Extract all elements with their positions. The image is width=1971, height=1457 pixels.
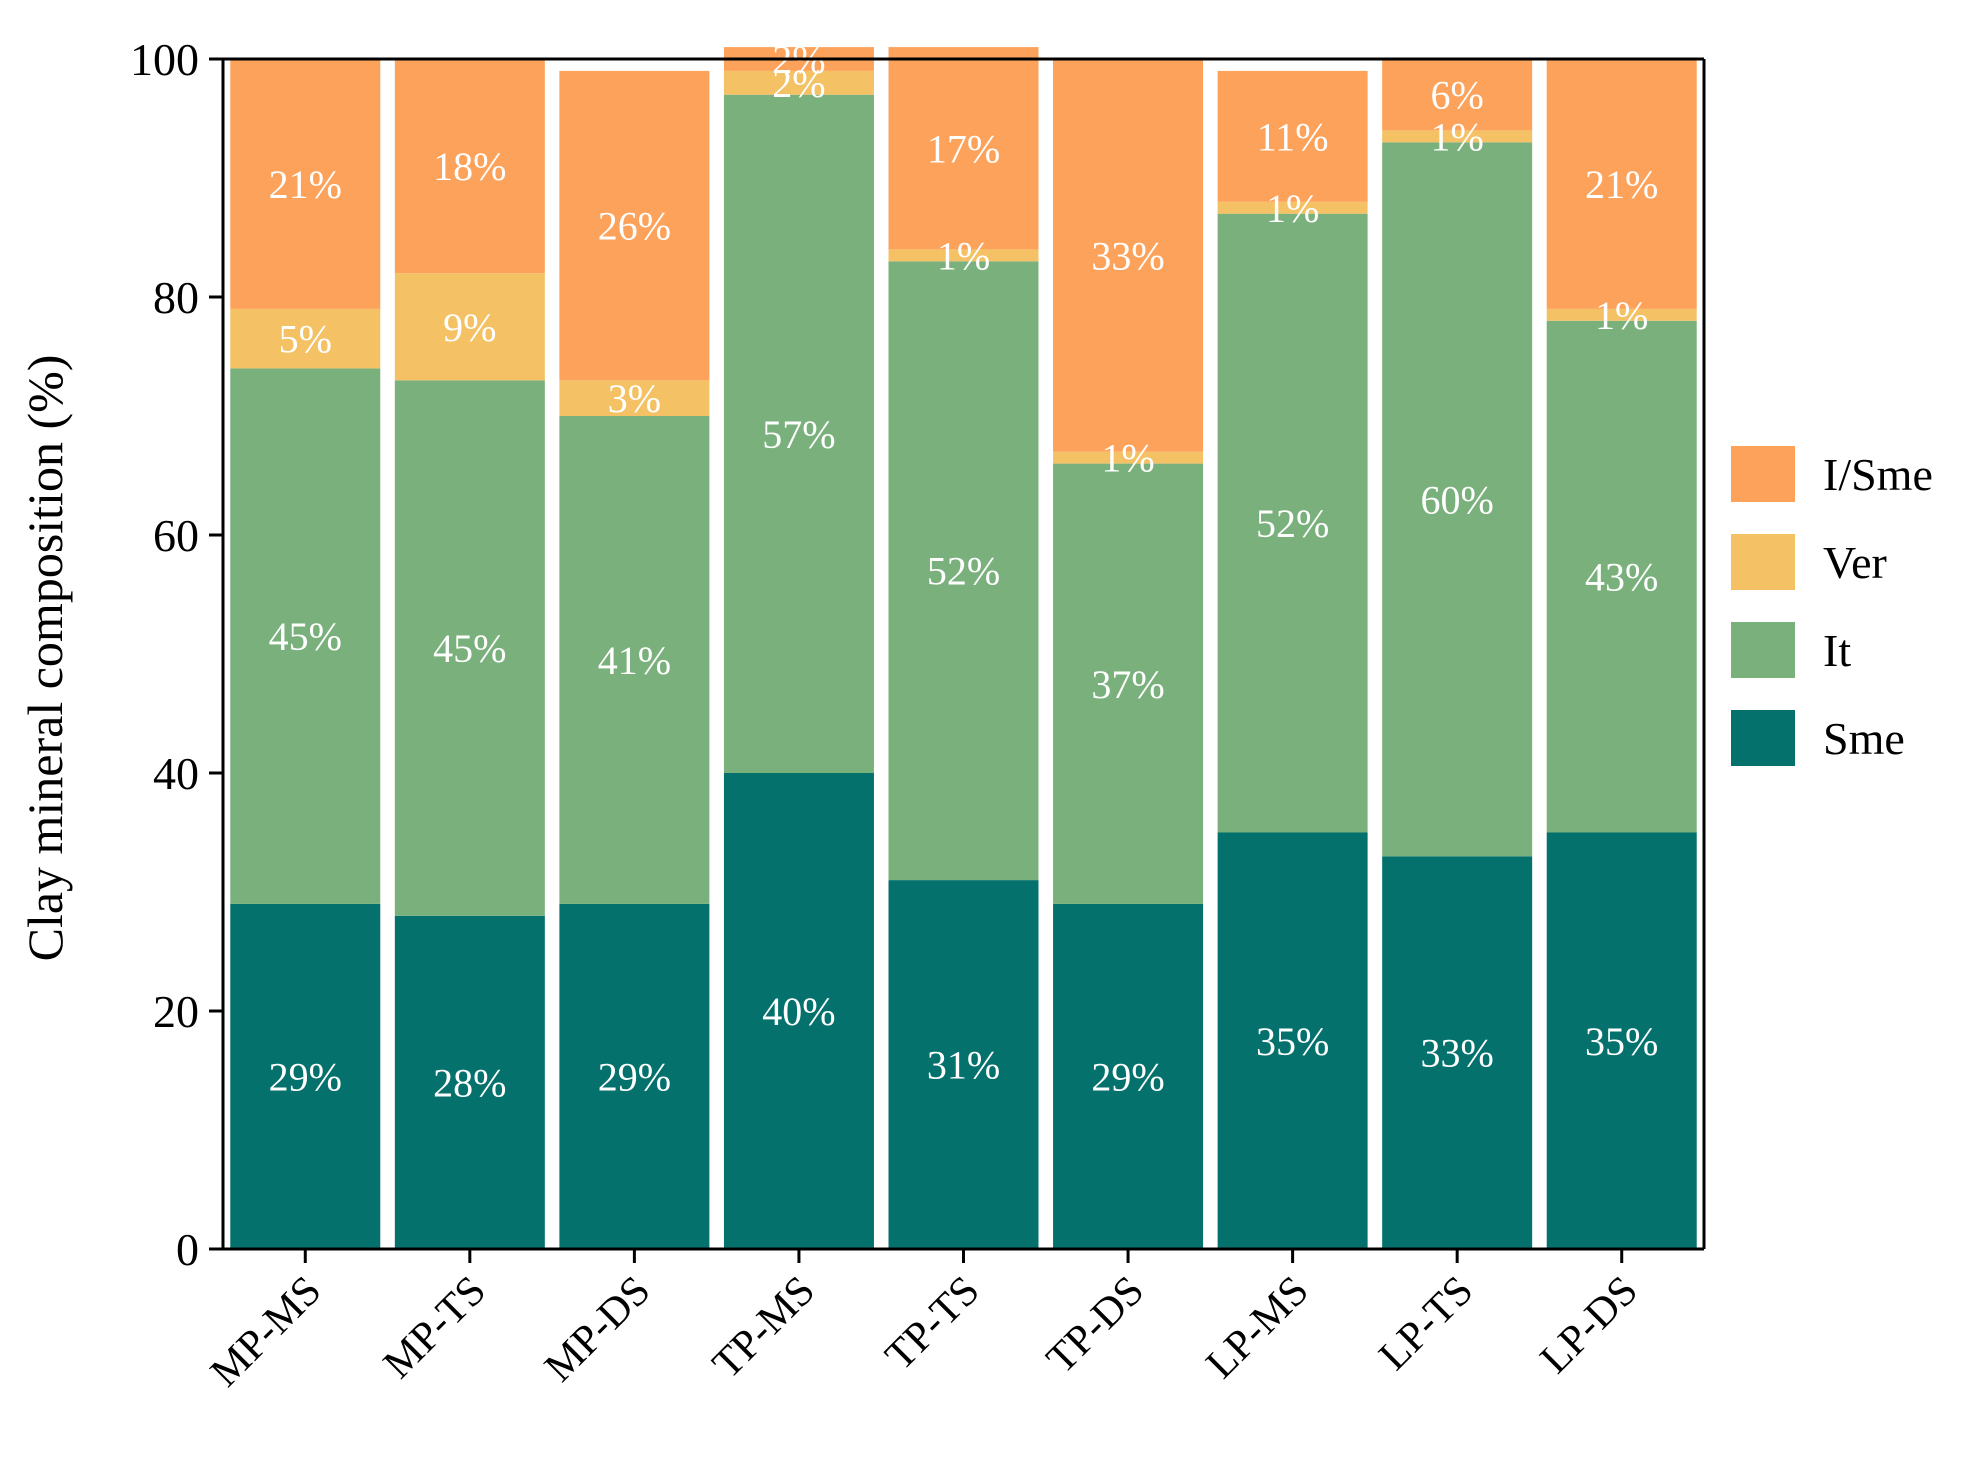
data-label-i-sme-lp-ts: 6% (1431, 73, 1484, 118)
data-label-sme-lp-ms: 35% (1256, 1019, 1329, 1064)
legend-swatch-sme (1731, 710, 1795, 766)
bar-segment-sme-lp-ds (1546, 832, 1697, 1249)
data-label-sme-mp-ms: 29% (269, 1054, 342, 1099)
data-label-sme-tp-ts: 31% (927, 1043, 1000, 1088)
y-tick-label: 20 (153, 986, 199, 1037)
data-label-ver-mp-ts: 9% (443, 305, 496, 350)
bar-segment-it-tp-ts (888, 261, 1039, 881)
data-label-ver-tp-ds: 1% (1101, 436, 1154, 481)
legend: I/Sme Ver It Sme (1731, 446, 1933, 766)
data-label-it-lp-ts: 60% (1421, 477, 1494, 522)
data-label-ver-tp-ms: 2% (772, 61, 825, 106)
bar-segment-i-sme-lp-ds (1546, 59, 1697, 309)
legend-label-ver: Ver (1823, 537, 1887, 588)
data-label-sme-lp-ts: 33% (1421, 1031, 1494, 1076)
x-tick-label: MP-TS (375, 1268, 495, 1388)
bar-segment-i-sme-mp-ts (394, 59, 545, 274)
y-tick-label: 60 (153, 510, 199, 561)
x-tick-label: LP-TS (1371, 1268, 1483, 1380)
y-tick-label: 0 (176, 1224, 199, 1275)
data-label-i-sme-mp-ms: 21% (269, 162, 342, 207)
data-label-it-mp-ds: 41% (598, 638, 671, 683)
legend-label-sme: Sme (1823, 713, 1905, 764)
bar-segment-i-sme-tp-ts (888, 47, 1039, 250)
data-label-i-sme-lp-ms: 11% (1257, 114, 1329, 159)
legend-swatch-ver (1731, 534, 1795, 590)
bar-segment-ver-mp-ts (394, 273, 545, 381)
y-tick-label: 40 (153, 748, 199, 799)
bar-segment-ver-mp-ds (559, 380, 710, 416)
data-label-ver-lp-ms: 1% (1266, 186, 1319, 231)
x-tick-label: MP-DS (536, 1268, 659, 1391)
x-tick-label: MP-MS (202, 1268, 330, 1396)
bar-segment-sme-tp-ds (1053, 903, 1204, 1249)
bar-segment-ver-tp-ds (1053, 451, 1204, 464)
legend-swatch-it (1731, 622, 1795, 678)
bar-segment-sme-mp-ms (230, 903, 381, 1249)
data-label-it-tp-ms: 57% (762, 412, 835, 457)
bar-segment-it-lp-ms (1217, 213, 1368, 833)
bar-segment-ver-lp-ms (1217, 201, 1368, 214)
segment-labels-group: 29% 45% 5% 21% 28% 45% 9% 18% 29% 41% 3% 26% 40% 57% 2… (269, 37, 1659, 1105)
bar-segment-it-mp-ms (230, 368, 381, 904)
bar-segment-ver-mp-ms (230, 308, 381, 369)
data-label-sme-tp-ds: 29% (1091, 1054, 1164, 1099)
legend-label-it: It (1823, 625, 1851, 676)
data-label-it-tp-ds: 37% (1091, 662, 1164, 707)
data-label-sme-mp-ts: 28% (433, 1060, 506, 1105)
x-tick-label: LP-DS (1532, 1268, 1647, 1383)
bar-segment-it-mp-ds (559, 416, 710, 904)
bar-segment-ver-lp-ds (1546, 308, 1697, 321)
bar-segment-sme-mp-ds (559, 903, 710, 1249)
x-tick-label: LP-MS (1198, 1268, 1318, 1388)
data-label-it-mp-ms: 45% (269, 614, 342, 659)
bar-segment-i-sme-mp-ms (230, 59, 381, 309)
y-tick-label: 100 (130, 34, 199, 85)
data-label-ver-mp-ms: 5% (279, 317, 332, 362)
data-label-i-sme-mp-ds: 26% (598, 204, 671, 249)
bar-segment-i-sme-lp-ts (1382, 59, 1533, 131)
bar-segment-it-lp-ts (1382, 142, 1533, 857)
bar-segment-it-tp-ms (723, 94, 874, 773)
bar-segment-ver-tp-ms (723, 70, 874, 95)
y-axis-title: Clay mineral composition (%) (17, 355, 73, 962)
bar-segment-i-sme-lp-ms (1217, 70, 1368, 202)
data-label-it-lp-ds: 43% (1585, 555, 1658, 600)
legend-swatch-i-sme (1731, 446, 1795, 502)
data-label-ver-lp-ts: 1% (1431, 114, 1484, 159)
data-label-ver-mp-ds: 3% (608, 376, 661, 421)
data-label-it-lp-ms: 52% (1256, 501, 1329, 546)
bar-segment-it-lp-ds (1546, 320, 1697, 833)
data-label-sme-lp-ds: 35% (1585, 1019, 1658, 1064)
x-tick-label: TP-DS (1038, 1268, 1153, 1383)
bar-segment-ver-lp-ts (1382, 130, 1533, 143)
data-label-i-sme-mp-ts: 18% (433, 144, 506, 189)
data-label-i-sme-lp-ds: 21% (1585, 162, 1658, 207)
bar-segment-sme-lp-ms (1217, 832, 1368, 1249)
bar-segment-ver-tp-ts (888, 249, 1039, 262)
data-label-ver-tp-ts: 1% (937, 233, 990, 278)
data-label-it-mp-ts: 45% (433, 626, 506, 671)
bar-segment-it-tp-ds (1053, 463, 1204, 904)
x-tick-label: TP-MS (704, 1268, 824, 1388)
data-label-i-sme-tp-ts: 17% (927, 126, 1000, 171)
data-label-it-tp-ts: 52% (927, 549, 1000, 594)
bar-segment-i-sme-tp-ds (1053, 59, 1204, 452)
bars-group (230, 47, 1697, 1249)
bar-segment-sme-lp-ts (1382, 856, 1533, 1249)
data-label-sme-tp-ms: 40% (762, 989, 835, 1034)
data-label-sme-mp-ds: 29% (598, 1054, 671, 1099)
bar-segment-sme-tp-ms (723, 773, 874, 1249)
bar-segment-it-mp-ts (394, 380, 545, 916)
bar-segment-sme-tp-ts (888, 880, 1039, 1249)
data-label-i-sme-tp-ds: 33% (1091, 233, 1164, 278)
legend-label-i-sme: I/Sme (1823, 449, 1933, 500)
bar-segment-sme-mp-ts (394, 915, 545, 1249)
y-tick-label: 80 (153, 272, 199, 323)
x-tick-label: TP-TS (877, 1268, 989, 1380)
bar-segment-i-sme-mp-ds (559, 70, 710, 381)
data-label-ver-lp-ds: 1% (1595, 293, 1648, 338)
